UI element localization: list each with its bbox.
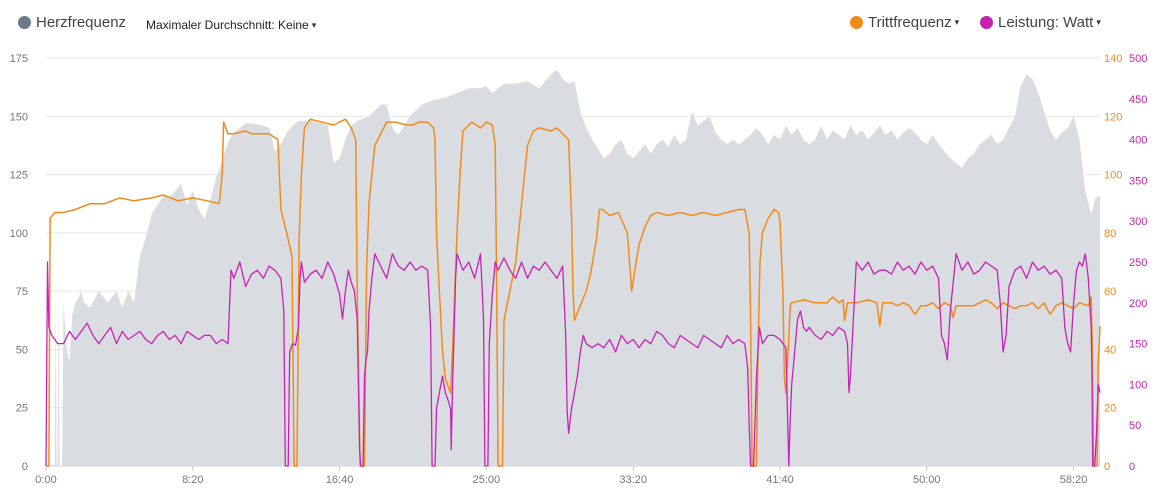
x-tick-label: 8:20 <box>182 474 203 486</box>
heart-rate-label: Herzfrequenz <box>36 14 127 31</box>
cadence-line <box>46 118 1101 467</box>
y-power-tick-label: 0 <box>1129 461 1135 473</box>
y-power-tick-label: 500 <box>1129 53 1147 65</box>
chevron-down-icon: ▾ <box>954 17 960 27</box>
y-left-tick-label: 100 <box>10 228 28 240</box>
x-tick-label: 25:00 <box>473 474 501 486</box>
legend-power[interactable]: Leistung: Watt ▾ <box>980 14 1101 31</box>
y-cadence-tick-label: 0 <box>1104 461 1110 473</box>
y-left-tick-label: 175 <box>10 53 28 65</box>
cadence-label: Trittfrequenz <box>868 14 952 31</box>
x-tick-label: 0:00 <box>35 474 56 486</box>
max-average-dropdown[interactable]: Maximaler Durchschnitt: Keine ▾ <box>146 18 316 32</box>
x-tick-label: 16:40 <box>326 474 354 486</box>
y-power-tick-label: 450 <box>1129 94 1147 106</box>
y-left-tick-label: 75 <box>16 286 28 298</box>
x-tick-label: 33:20 <box>619 474 647 486</box>
y-power-tick-label: 250 <box>1129 257 1147 269</box>
y-power-tick-label: 300 <box>1129 216 1147 228</box>
y-power-tick-label: 50 <box>1129 420 1141 432</box>
y-left-tick-label: 25 <box>16 403 28 415</box>
x-tick-label: 50:00 <box>913 474 941 486</box>
y-left-tick-label: 125 <box>10 170 28 182</box>
heart-rate-dot-icon <box>18 16 31 29</box>
y-power-tick-label: 200 <box>1129 298 1147 310</box>
y-cadence-tick-label: 80 <box>1104 228 1116 240</box>
y-power-tick-label: 350 <box>1129 175 1147 187</box>
x-tick-label: 41:40 <box>766 474 794 486</box>
y-left-tick-label: 50 <box>16 344 28 356</box>
power-dot-icon <box>980 16 993 29</box>
y-power-tick-label: 400 <box>1129 135 1147 147</box>
y-cadence-tick-label: 60 <box>1104 286 1116 298</box>
cadence-dot-icon <box>850 16 863 29</box>
power-line <box>45 253 1101 467</box>
y-left-tick-label: 150 <box>10 111 28 123</box>
power-label: Leistung: Watt <box>998 14 1094 31</box>
max-average-label: Maximaler Durchschnitt: Keine <box>146 18 309 32</box>
y-cadence-tick-label: 100 <box>1104 170 1122 182</box>
legend-heart-rate[interactable]: Herzfrequenz <box>18 14 126 31</box>
legend-cadence[interactable]: Trittfrequenz ▾ <box>850 14 959 31</box>
chevron-down-icon: ▾ <box>311 19 317 30</box>
chevron-down-icon: ▾ <box>1096 17 1101 27</box>
cadence-series <box>46 118 1101 467</box>
x-tick-label: 58:20 <box>1060 474 1088 486</box>
power-series <box>45 253 1101 467</box>
y-left-tick-label: 0 <box>22 461 28 473</box>
axes: 0 25 50 75 100 125 150 175 0 20 40 60 80 100 120 140 0 50… <box>10 53 1148 486</box>
y-cadence-tick-label: 120 <box>1104 111 1122 123</box>
y-cadence-tick-label: 40 <box>1104 344 1116 356</box>
y-power-tick-label: 100 <box>1129 379 1147 391</box>
y-cadence-tick-label: 140 <box>1104 53 1122 65</box>
y-power-tick-label: 150 <box>1129 339 1147 351</box>
y-cadence-tick-label: 20 <box>1104 403 1116 415</box>
